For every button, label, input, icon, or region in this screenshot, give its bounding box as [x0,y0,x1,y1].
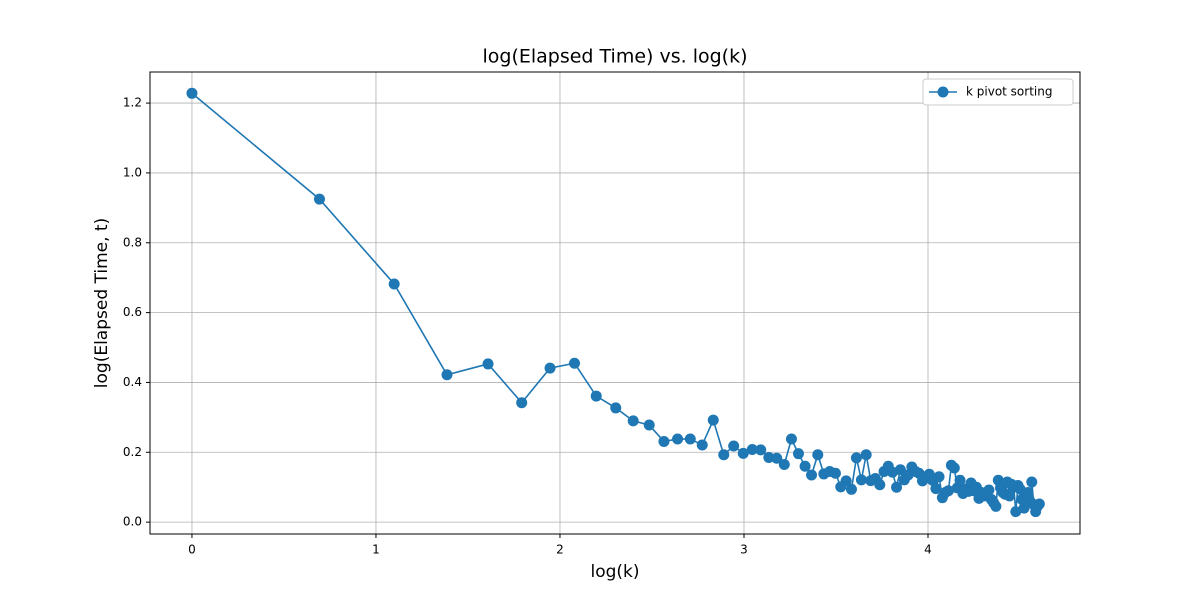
data-point [933,471,945,483]
data-point [755,444,767,456]
x-tick-label: 0 [188,543,196,557]
data-point [845,483,857,495]
data-point [829,467,841,479]
data-point [627,415,639,427]
data-point [1022,486,1034,498]
data-point [610,402,622,414]
data-point [812,449,824,461]
data-point [930,483,942,495]
y-axis-label: log(Elapsed Time, t) [92,218,112,388]
y-tick-label: 0.6 [123,305,142,319]
data-point [1010,506,1022,518]
data-point [983,484,995,496]
y-tick-label: 0.8 [123,235,142,249]
data-line [191,92,1040,515]
chart-title: log(Elapsed Time) vs. log(k) [482,46,747,68]
data-point [672,433,684,445]
data-point [441,369,453,381]
plot-frame [149,71,1081,535]
data-point [746,443,758,455]
data-point [1033,498,1045,510]
data-point [778,459,790,471]
x-tick-label: 2 [556,543,564,557]
data-point [792,448,804,460]
data-point [763,452,775,464]
data-point [799,460,811,472]
legend-marker [937,86,949,98]
data-point [569,357,581,369]
data-point [785,433,797,445]
data-point [891,481,903,493]
legend-label: k pivot sorting [966,85,1052,99]
data-point [718,449,730,461]
data-point [1026,476,1038,488]
x-tick-label: 1 [372,543,380,557]
y-tick-label: 0.2 [123,445,142,459]
data-point [186,87,198,99]
data-point [894,464,906,476]
data-point [707,414,719,426]
data-point [728,440,740,452]
data-point [954,474,966,486]
data-point [1004,490,1016,502]
data-point [590,390,602,402]
data-point [840,475,852,487]
y-tick-label: 1.0 [123,165,142,179]
data-point [855,474,867,486]
data-point [696,439,708,451]
y-tick-label: 0.4 [123,375,142,389]
data-point [643,419,655,431]
data-point [388,278,400,290]
x-tick-label: 4 [924,543,932,557]
data-point [850,452,862,464]
x-tick-label: 3 [740,543,748,557]
y-tick-label: 0.0 [123,515,142,529]
data-point [313,193,325,205]
data-point [482,358,494,370]
data-point [771,452,783,464]
data-point [684,433,696,445]
data-point [942,485,954,497]
x-axis-label: log(k) [590,562,639,582]
data-point [990,500,1002,512]
data-point [874,479,886,491]
legend-box [922,78,1074,106]
data-point [516,397,528,409]
data-point [860,449,872,461]
y-tick-label: 1.2 [123,96,142,110]
data-point [544,362,556,374]
data-point [948,462,960,474]
data-point [658,435,670,447]
data-point [737,447,749,459]
data-point [806,469,818,481]
